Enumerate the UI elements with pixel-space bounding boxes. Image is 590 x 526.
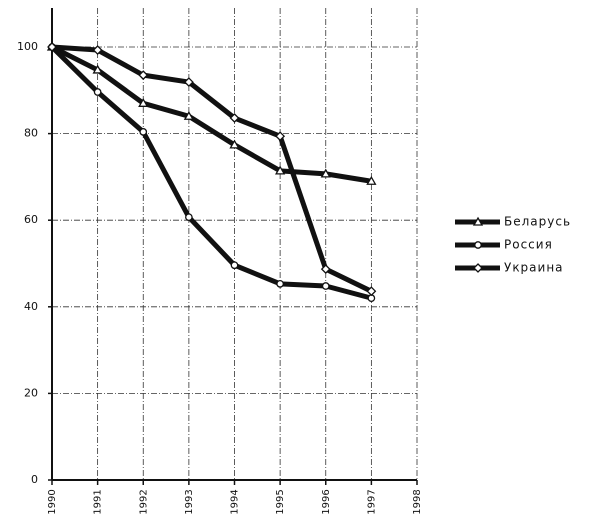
x-tick-label: 1998 [412, 489, 423, 514]
point [275, 131, 286, 142]
x-tick-label: 1997 [366, 489, 377, 514]
point [320, 168, 331, 178]
point [138, 97, 149, 107]
x-tick-label: 1991 [93, 489, 104, 514]
point [366, 175, 377, 185]
point [183, 77, 194, 87]
legend-marker [474, 241, 482, 249]
point [321, 282, 330, 290]
point [275, 165, 286, 175]
series-line [50, 45, 373, 301]
y-tick-label: 100 [17, 40, 38, 53]
legend-label: Россия [504, 238, 553, 252]
x-tick-label: 1993 [184, 489, 195, 514]
y-tick-label: 20 [24, 386, 38, 399]
point [139, 128, 148, 136]
point [47, 42, 57, 52]
legend-marker [472, 216, 484, 226]
y-tick-label: 80 [24, 127, 38, 140]
point [93, 88, 102, 96]
y-tick-label: 0 [31, 473, 38, 486]
legend-marker [473, 263, 483, 273]
point [366, 286, 377, 297]
x-tick-label: 1992 [138, 489, 149, 514]
series-line [51, 44, 373, 294]
point [92, 64, 103, 74]
point [230, 261, 239, 270]
point [276, 280, 284, 288]
y-tick-label: 40 [24, 300, 38, 313]
point [229, 139, 240, 149]
x-tick-label: 1996 [321, 489, 332, 514]
point [183, 110, 194, 120]
series-line [50, 44, 372, 184]
point [320, 264, 331, 275]
x-tick-label: 1994 [230, 489, 241, 514]
point [185, 213, 193, 222]
point [138, 70, 149, 81]
legend-label: Беларусь [504, 215, 571, 229]
y-tick-label: 60 [24, 213, 38, 226]
point [92, 45, 103, 55]
x-tick-label: 1990 [47, 489, 58, 514]
x-tick-label: 1995 [275, 489, 286, 514]
legend-label: Украина [504, 261, 564, 275]
point [229, 113, 240, 123]
